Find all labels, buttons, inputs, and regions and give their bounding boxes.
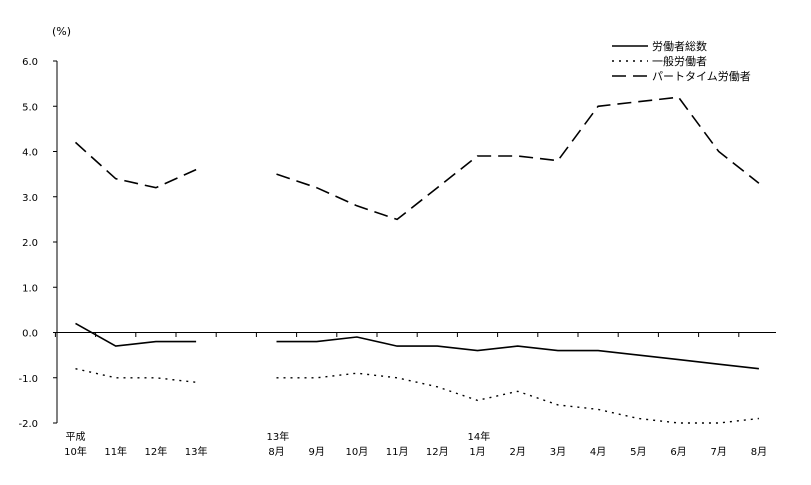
y-tick-label: 0.0 [22,329,38,340]
x-tick-label: 13年 [185,445,208,458]
x-tick-label: 12月 [426,446,449,458]
x-axis-ticks: 平成 10年 11年 12年 13年 13年 8月 9月 10月 11月 12月 14年 1月 2月 3月 4… [54,332,767,458]
x-tick-label: 1月 [469,446,485,458]
series-line [276,372,759,424]
x-tick-label-top: 13年 [267,430,290,443]
series-line [276,336,759,370]
x-tick-label-top: 平成 [66,431,86,443]
x-tick-label: 7月 [711,446,727,458]
x-tick-label: 4月 [590,446,606,458]
y-tick-label: -2.0 [18,419,38,430]
legend-label: パートタイム労働者 [652,69,751,83]
x-tick-label: 10月 [346,446,369,458]
x-tick-label: 5月 [630,446,646,458]
x-tick-label: 11年 [104,445,127,458]
legend-label: 労働者総数 [652,39,707,53]
x-tick-label-top: 14年 [468,430,491,443]
x-tick-label: 9月 [309,446,325,458]
y-axis-ticks: 6.0 5.0 4.0 3.0 2.0 1.0 0.0 -1.0 -2.0 [18,57,57,430]
y-tick-label: -1.0 [18,374,38,385]
y-tick-label: 4.0 [22,148,38,159]
x-tick-label: 8月 [751,446,767,458]
x-tick-label: 3月 [550,446,566,458]
series-line [75,368,197,383]
y-tick-label: 3.0 [22,193,38,204]
x-tick-label: 11月 [386,446,409,458]
series-line [276,96,760,221]
y-tick-label: 6.0 [22,57,38,68]
x-tick-label: 8月 [268,446,284,458]
y-unit-label: (%) [52,25,71,38]
x-tick-label: 6月 [670,446,686,458]
x-tick-label: 12年 [145,445,168,458]
y-tick-label: 5.0 [22,102,38,113]
series-line [74,141,197,189]
series-line [75,322,197,347]
x-tick-label: 2月 [510,446,526,458]
series-lines [74,96,760,424]
y-tick-label: 1.0 [22,283,38,294]
y-tick-label: 2.0 [22,238,38,249]
legend-label: 一般労働者 [652,54,707,68]
x-tick-label: 10年 [64,445,87,458]
